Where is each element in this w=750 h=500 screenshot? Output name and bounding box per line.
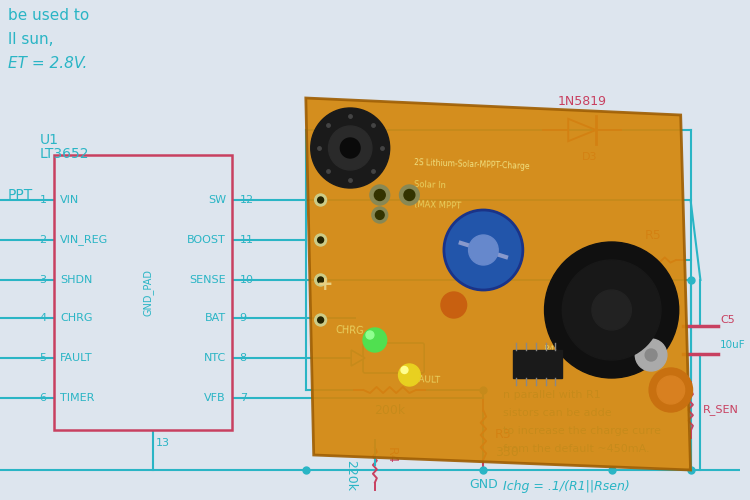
Circle shape — [401, 366, 408, 374]
Circle shape — [318, 237, 323, 243]
Circle shape — [370, 185, 390, 205]
Circle shape — [318, 317, 323, 323]
Bar — [54, 155, 232, 430]
Circle shape — [398, 364, 420, 386]
Text: ET = 2.8V.: ET = 2.8V. — [8, 56, 87, 71]
Circle shape — [649, 368, 692, 412]
Circle shape — [310, 108, 390, 188]
Text: 6: 6 — [39, 393, 46, 403]
Circle shape — [469, 235, 498, 265]
Text: D3: D3 — [582, 152, 598, 162]
Text: VIN_REG: VIN_REG — [60, 234, 109, 246]
Text: 5: 5 — [39, 353, 46, 363]
Text: R5: R5 — [645, 229, 662, 242]
Text: CHRG: CHRG — [60, 313, 93, 323]
Text: n parallel with R1: n parallel with R1 — [503, 390, 601, 400]
Text: 220k: 220k — [344, 460, 357, 490]
Text: ll sun,: ll sun, — [8, 32, 53, 47]
Circle shape — [441, 292, 466, 318]
Circle shape — [340, 138, 360, 158]
Text: (MAX MPPT: (MAX MPPT — [414, 200, 462, 210]
Bar — [513, 350, 562, 378]
Text: VFB: VFB — [204, 393, 226, 403]
Text: GND: GND — [523, 365, 542, 375]
Circle shape — [635, 339, 667, 371]
Circle shape — [374, 190, 386, 200]
Text: GND_PAD: GND_PAD — [142, 269, 154, 316]
Circle shape — [645, 349, 657, 361]
Text: Ichg = .1/(R1||Rsen): Ichg = .1/(R1||Rsen) — [503, 480, 630, 493]
Text: TIMER: TIMER — [60, 393, 94, 403]
Text: from the default ~450mA.: from the default ~450mA. — [503, 444, 650, 454]
Circle shape — [400, 185, 419, 205]
Text: C5: C5 — [720, 315, 735, 325]
Text: CHRG: CHRG — [335, 324, 364, 336]
Text: 4: 4 — [39, 313, 46, 323]
Text: sistors can be adde: sistors can be adde — [503, 408, 612, 418]
Text: R4: R4 — [385, 446, 398, 464]
Circle shape — [318, 277, 323, 283]
Text: R_SEN: R_SEN — [703, 404, 738, 415]
Text: 3: 3 — [39, 275, 46, 285]
Circle shape — [592, 290, 632, 330]
Circle shape — [544, 242, 679, 378]
Text: GND: GND — [469, 478, 498, 491]
Text: to increase the charge curre: to increase the charge curre — [503, 426, 661, 436]
Circle shape — [562, 260, 661, 360]
Text: 13: 13 — [156, 438, 170, 448]
Circle shape — [315, 234, 326, 246]
Text: SHDN: SHDN — [60, 275, 92, 285]
Circle shape — [315, 274, 326, 286]
Text: 10uF: 10uF — [720, 340, 746, 350]
Text: Solar In: Solar In — [414, 180, 446, 190]
Text: 12: 12 — [240, 195, 254, 205]
Text: R3: R3 — [495, 428, 512, 442]
Text: SENSE: SENSE — [189, 275, 226, 285]
Text: +: + — [667, 303, 679, 317]
Circle shape — [315, 314, 326, 326]
Text: R2: R2 — [381, 359, 398, 372]
Text: BOOST: BOOST — [188, 235, 226, 245]
Text: 7: 7 — [240, 393, 247, 403]
Text: 10: 10 — [240, 275, 254, 285]
Text: LT3652: LT3652 — [40, 147, 89, 161]
Polygon shape — [306, 98, 691, 470]
Circle shape — [657, 376, 685, 404]
Text: 330: 330 — [495, 446, 519, 460]
Circle shape — [366, 331, 374, 339]
Text: VIN: VIN — [60, 195, 80, 205]
Text: NTC: NTC — [204, 353, 226, 363]
Text: 2: 2 — [39, 235, 46, 245]
Circle shape — [328, 126, 372, 170]
Text: 1: 1 — [39, 195, 46, 205]
Text: 200k: 200k — [374, 404, 405, 417]
Circle shape — [363, 328, 387, 352]
Text: PPT: PPT — [8, 188, 33, 202]
Text: .5: .5 — [647, 274, 659, 287]
Text: R4: R4 — [542, 346, 554, 354]
Text: 8: 8 — [240, 353, 247, 363]
Circle shape — [315, 194, 326, 206]
Text: FAULT: FAULT — [414, 375, 441, 385]
Polygon shape — [351, 350, 365, 366]
FancyBboxPatch shape — [363, 343, 424, 373]
Circle shape — [404, 190, 415, 200]
Circle shape — [318, 197, 323, 203]
Circle shape — [376, 210, 384, 220]
Text: SW: SW — [208, 195, 226, 205]
Circle shape — [444, 210, 523, 290]
Text: 2S Lithium-Solar-MPPT-Charge: 2S Lithium-Solar-MPPT-Charge — [414, 158, 530, 172]
Text: BAT: BAT — [205, 313, 226, 323]
Text: NTC: NTC — [382, 352, 405, 364]
Text: U1: U1 — [40, 133, 58, 147]
Text: 1N5819: 1N5819 — [557, 95, 607, 108]
Text: FAULT: FAULT — [60, 353, 93, 363]
Text: +: + — [317, 276, 334, 294]
Circle shape — [372, 207, 388, 223]
Text: 11: 11 — [240, 235, 254, 245]
Text: be used to: be used to — [8, 8, 89, 23]
Text: 9: 9 — [240, 313, 247, 323]
